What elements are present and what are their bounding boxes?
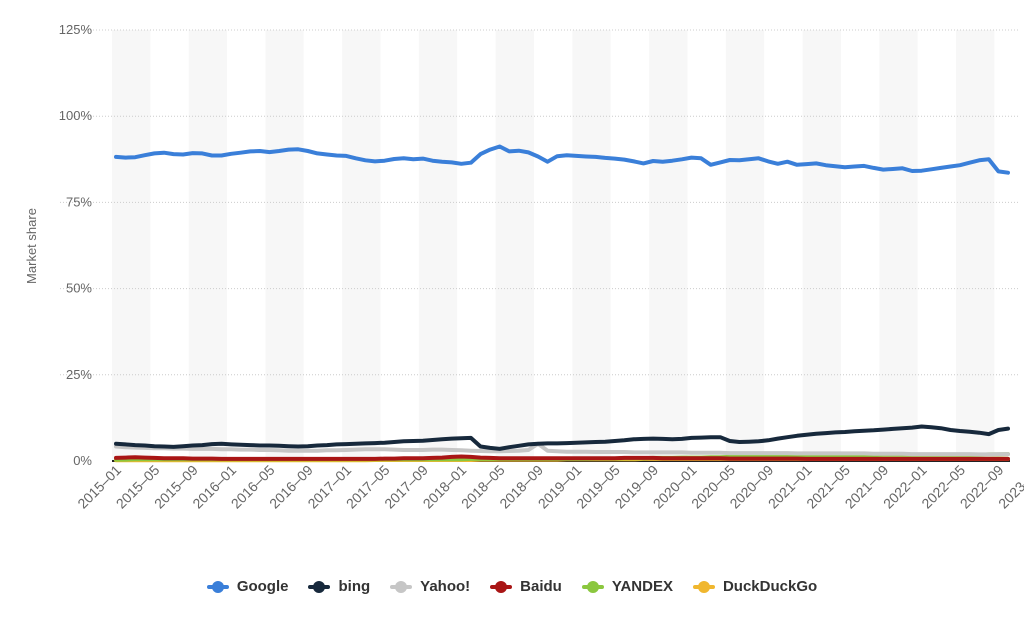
background-band bbox=[188, 30, 228, 461]
background-band bbox=[495, 30, 535, 461]
y-tick-label: 50% bbox=[66, 281, 92, 296]
y-tick-label: 75% bbox=[66, 194, 92, 209]
legend-label: Google bbox=[236, 578, 289, 595]
series-line-yahoo[interactable] bbox=[114, 441, 1010, 457]
background-band bbox=[725, 30, 765, 461]
series-line-baidu[interactable] bbox=[114, 454, 1010, 461]
legend-marker bbox=[581, 580, 604, 593]
legend-item-yahoo[interactable]: Yahoo! bbox=[390, 578, 470, 595]
background-band bbox=[534, 30, 573, 461]
legend-item-yandex[interactable]: YANDEX bbox=[581, 578, 673, 595]
legend-label: bing bbox=[338, 578, 371, 595]
x-axis-ticks: 2015–012015–052015–092016–012016–052016–… bbox=[74, 462, 1024, 512]
series-line-google[interactable] bbox=[114, 144, 1010, 175]
legend-item-bing[interactable]: bing bbox=[308, 578, 370, 595]
background-band bbox=[687, 30, 726, 461]
background-band bbox=[764, 30, 803, 461]
background-band bbox=[418, 30, 458, 461]
y-axis-title: Market share bbox=[24, 208, 39, 284]
legend-marker bbox=[206, 580, 229, 593]
legend-item-google[interactable]: Google bbox=[206, 578, 289, 595]
legend-marker bbox=[308, 580, 331, 593]
background-band bbox=[649, 30, 688, 461]
background-band bbox=[572, 30, 611, 461]
legend-label: YANDEX bbox=[611, 578, 673, 595]
background-band bbox=[994, 30, 1010, 461]
series-line-bing[interactable] bbox=[114, 424, 1010, 451]
background-band bbox=[917, 30, 957, 461]
legend: Google bing Yahoo! Baidu YANDEX DuckDuckGo bbox=[0, 578, 1024, 595]
legend-item-duckduckgo[interactable]: DuckDuckGo bbox=[692, 578, 818, 595]
legend-marker bbox=[490, 580, 513, 593]
background-band bbox=[112, 30, 151, 461]
background-band bbox=[610, 30, 650, 461]
plot-background-bands bbox=[112, 30, 1010, 461]
legend-item-baidu[interactable]: Baidu bbox=[490, 578, 562, 595]
background-band bbox=[879, 30, 918, 461]
line-chart: 0% 25% 50% 75% 100% 125% 2015–012015–052015–0… bbox=[24, 22, 1024, 512]
legend-label: Yahoo! bbox=[420, 578, 471, 595]
legend-marker bbox=[692, 580, 715, 593]
background-band bbox=[840, 30, 880, 461]
background-band bbox=[342, 30, 381, 461]
y-tick-label: 0% bbox=[73, 453, 92, 468]
background-band bbox=[956, 30, 995, 461]
legend-label: Baidu bbox=[520, 578, 562, 595]
y-tick-label: 125% bbox=[59, 22, 93, 37]
background-band bbox=[265, 30, 304, 461]
legend-label: DuckDuckGo bbox=[722, 578, 818, 595]
background-band bbox=[380, 30, 419, 461]
y-axis-ticks: 0% 25% 50% 75% 100% 125% bbox=[59, 22, 93, 468]
gridlines bbox=[60, 29, 1020, 376]
background-band bbox=[457, 30, 496, 461]
background-band bbox=[303, 30, 343, 461]
background-band bbox=[227, 30, 266, 461]
y-tick-label: 100% bbox=[59, 108, 93, 123]
y-tick-label: 25% bbox=[66, 367, 92, 382]
background-band bbox=[802, 30, 841, 461]
legend-marker bbox=[390, 580, 413, 593]
background-band bbox=[150, 30, 189, 461]
series-lines bbox=[114, 144, 1010, 463]
